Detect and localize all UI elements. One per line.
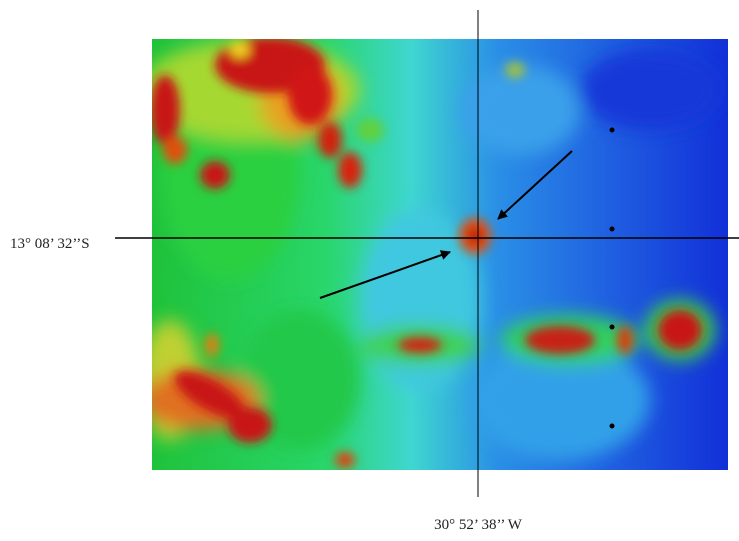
marker-dot xyxy=(609,127,615,133)
arrow xyxy=(319,250,451,299)
latitude-label: 13° 08’ 32’’S xyxy=(10,236,90,252)
marker-dot xyxy=(609,423,615,429)
marker-dot xyxy=(609,324,615,330)
anomaly-map xyxy=(152,39,728,470)
arrow xyxy=(497,150,573,220)
longitude-label: 30° 52’ 38’’ W xyxy=(434,517,523,533)
marker-dot xyxy=(609,226,615,232)
